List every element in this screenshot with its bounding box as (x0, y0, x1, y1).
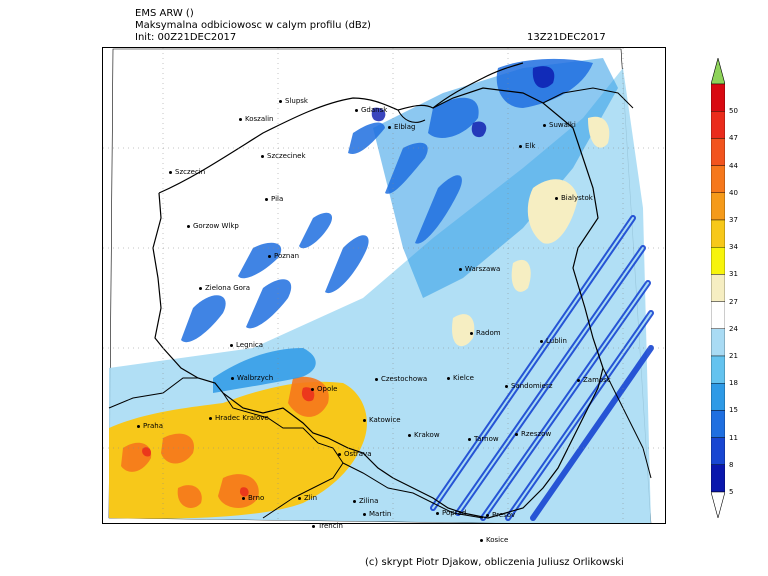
city-pila: Pila (265, 195, 283, 203)
colorbar-tick-label: 8 (729, 460, 734, 469)
city-martin: Martin (363, 510, 391, 518)
field-title: Maksymalna odbiciowosc w calym profilu (… (135, 20, 371, 31)
precip-cores-north (371, 66, 555, 138)
city-trencin: Trencin (312, 522, 343, 530)
colorbar-tick-label: 11 (729, 433, 738, 442)
graticule (103, 48, 665, 523)
init-time: Init: 00Z21DEC2017 (135, 32, 237, 43)
city-poznan: Poznan (268, 252, 299, 260)
colorbar-tick-label: 37 (729, 216, 738, 224)
colorbar (711, 58, 725, 518)
city-szczecin: Szczecin (169, 168, 205, 176)
colorbar-segment (711, 437, 725, 466)
city-bialystok: Bialystok (555, 194, 593, 202)
city-elblag: Elblag (388, 123, 416, 131)
precip-mid-southwest (213, 348, 316, 393)
baltic-coastline (158, 62, 524, 194)
precip-heavy-southwest (109, 381, 367, 519)
colorbar-tick-label: 21 (729, 352, 738, 360)
colorbar-tick-label: 44 (729, 161, 738, 170)
colorbar-tick-label: 50 (729, 107, 738, 116)
city-elk: Elk (519, 142, 535, 150)
city-rzeszow: Rzeszow (515, 430, 551, 438)
city-katowice: Katowice (363, 416, 401, 424)
colorbar-tick-label: 47 (729, 134, 738, 143)
colorbar-top-arrow (711, 58, 725, 85)
eastern-border (602, 367, 652, 479)
colorbar-tick-label: 18 (729, 379, 738, 388)
colorbar-tick-label: 31 (729, 270, 738, 279)
city-zamosc: Zamosc (577, 376, 611, 384)
city-gorzow: Gorzow Wlkp (187, 222, 239, 230)
city-lublin: Lublin (540, 337, 567, 345)
city-kielce: Kielce (447, 374, 474, 382)
city-hradec-kralove: Hradec Kralove (209, 414, 269, 422)
poland-border (152, 87, 604, 519)
colorbar-tick-label: 24 (729, 324, 738, 333)
precip-bands-inner (432, 217, 652, 519)
colorbar-segment (711, 246, 725, 275)
reflectivity-map: Slupsk Koszalin Gdansk Elblag Suwalki Sz… (102, 47, 666, 524)
city-radom: Radom (470, 329, 501, 337)
city-tarnow: Tarnow (468, 435, 499, 443)
city-zilina: Zilina (353, 497, 378, 505)
colorbar-segment (711, 464, 725, 493)
colorbar-segment (711, 301, 725, 330)
colorbar-bottom-arrow (711, 491, 725, 518)
colorbar-segment (711, 192, 725, 221)
colorbar-segment (711, 219, 725, 248)
colorbar-segment (711, 328, 725, 357)
colorbar-segment (711, 165, 725, 193)
colorbar-segment (711, 111, 725, 139)
colorbar-segment (711, 274, 725, 302)
colorbar-tick-label: 27 (729, 297, 738, 306)
city-sandomierz: Sandomierz (505, 382, 553, 390)
city-czestochowa: Czestochowa (375, 375, 427, 383)
map-canvas (103, 48, 665, 523)
city-legnica: Legnica (230, 341, 263, 349)
gulf-of-gdansk (397, 109, 426, 123)
city-gdansk: Gdansk (355, 106, 387, 114)
city-koszalin: Koszalin (239, 115, 273, 123)
valid-time: 13Z21DEC2017 (527, 32, 606, 43)
city-opole: Opole (311, 385, 338, 393)
city-warszawa: Warszawa (459, 265, 500, 273)
credits-footer: (c) skrypt Piotr Djakow, obliczenia Juli… (365, 557, 624, 568)
colorbar-segment (711, 410, 725, 438)
colorbar-tick-label: 34 (729, 243, 738, 252)
city-brno: Brno (242, 494, 264, 502)
colorbar-tick-label: 5 (729, 488, 734, 496)
city-krakow: Krakow (408, 431, 440, 439)
city-zielona-gora: Zielona Gora (199, 284, 250, 292)
city-slupsk: Slupsk (279, 97, 308, 105)
city-suwalki: Suwalki (543, 121, 576, 129)
colorbar-segment (711, 83, 725, 112)
city-presov: Presov (486, 511, 515, 519)
city-szczecinek: Szczecinek (261, 152, 306, 160)
colorbar-segment (711, 383, 725, 411)
model-title: EMS ARW () (135, 8, 194, 19)
city-praha: Praha (137, 422, 163, 430)
colorbar-segment (711, 355, 725, 384)
city-poprad: Poprad (436, 509, 466, 517)
precip-extreme-southwest (142, 387, 315, 497)
city-zlin: Zlin (298, 494, 317, 502)
city-ostrava: Ostrava (338, 450, 372, 458)
precip-light-east (452, 116, 610, 347)
slovakia-border (342, 462, 484, 519)
city-walbrzych: Walbrzych (231, 374, 273, 382)
colorbar-tick-label: 40 (729, 188, 738, 197)
colorbar-tick-label: 15 (729, 406, 738, 415)
colorbar-segment (711, 138, 725, 166)
city-kosice: Kosice (480, 536, 508, 544)
